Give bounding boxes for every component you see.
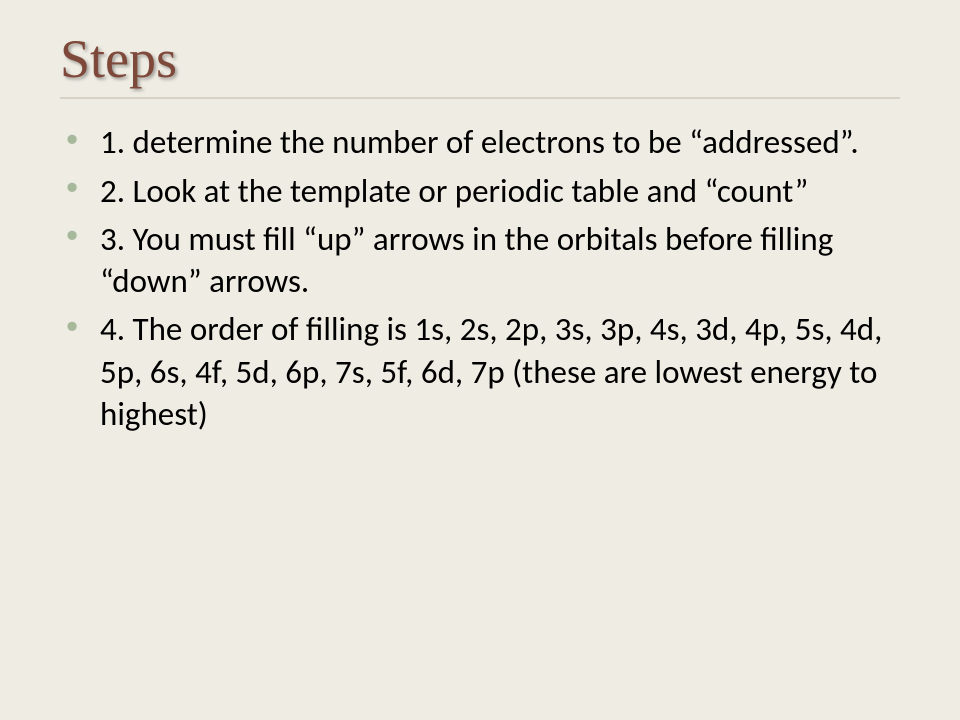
title-underline — [60, 97, 900, 99]
list-item: 4. The order of filling is 1s, 2s, 2p, 3… — [60, 308, 900, 435]
slide: Steps 1. determine the number of electro… — [0, 0, 960, 720]
list-item: 1. determine the number of electrons to … — [60, 121, 900, 163]
slide-title: Steps — [60, 30, 900, 89]
bullet-list: 1. determine the number of electrons to … — [60, 121, 900, 435]
list-item: 2. Look at the template or periodic tabl… — [60, 170, 900, 212]
list-item: 3. You must fill “up” arrows in the orbi… — [60, 218, 900, 302]
